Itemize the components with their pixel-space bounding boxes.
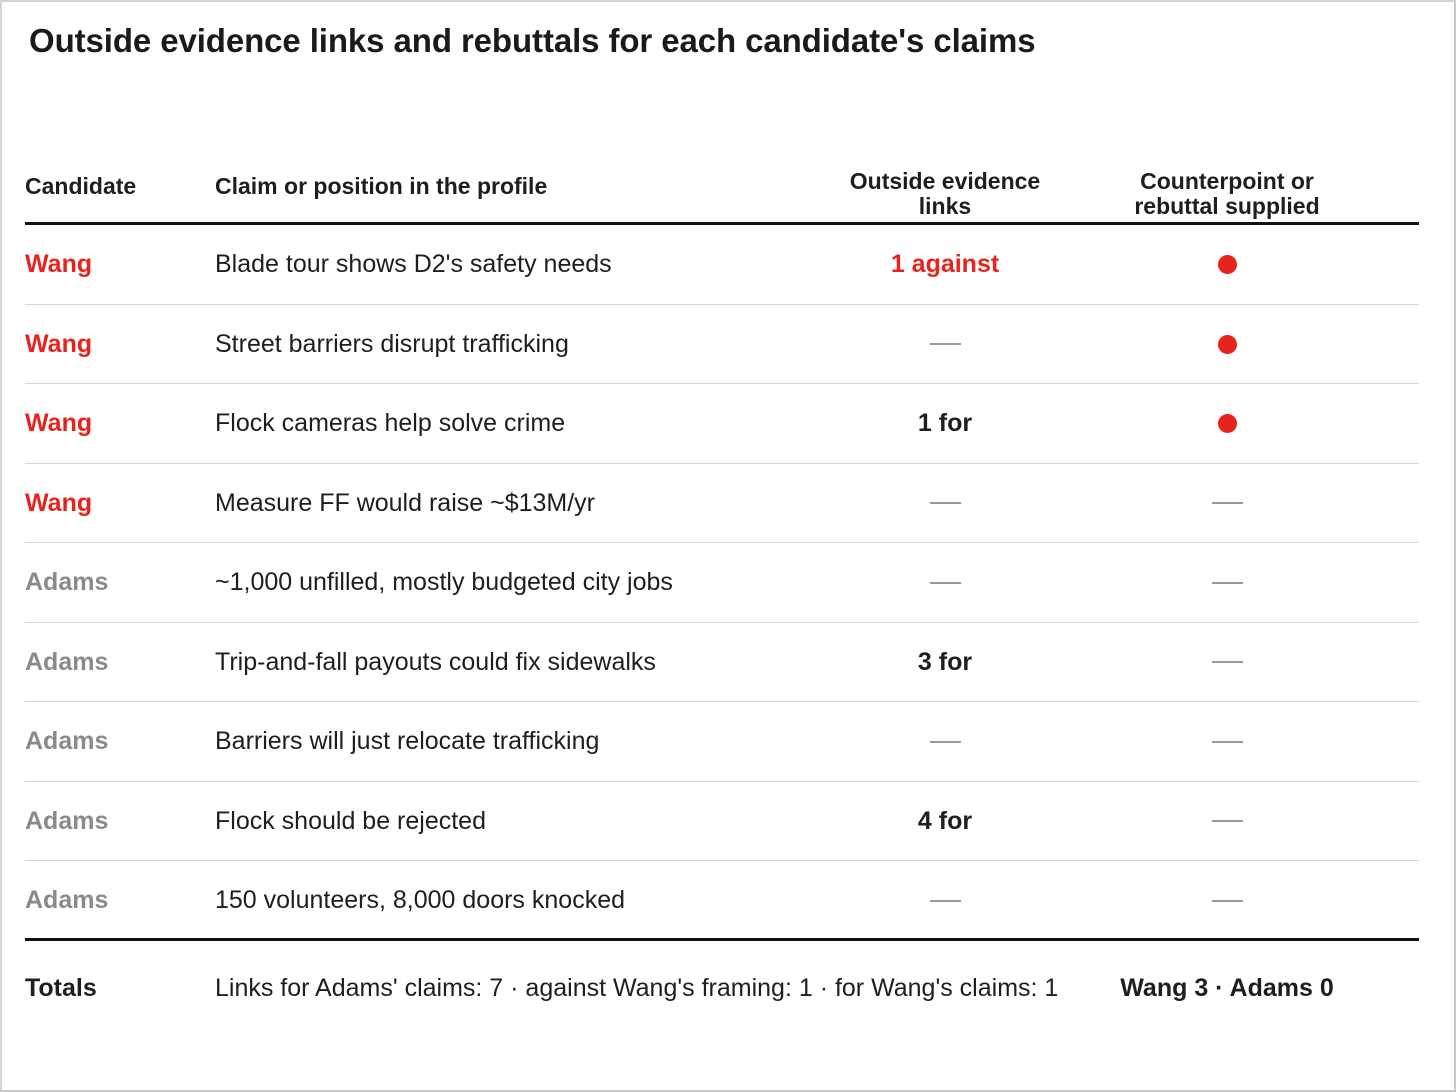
table-row: Wang Street barriers disrupt trafficking xyxy=(25,305,1419,385)
evidence-cell-empty xyxy=(835,861,1055,941)
claim-cell: Blade tour shows D2's safety needs xyxy=(215,250,612,279)
rebuttal-cell xyxy=(1117,543,1337,623)
evidence-cell-empty xyxy=(835,543,1055,623)
totals-divider xyxy=(25,938,1419,941)
evidence-cell-empty xyxy=(835,464,1055,544)
empty-dash xyxy=(929,502,961,505)
candidate-cell: Adams xyxy=(25,806,109,835)
rebuttal-dot xyxy=(1217,414,1237,434)
candidate-cell: Adams xyxy=(25,727,109,756)
evidence-cell-empty xyxy=(835,702,1055,782)
table-row: Wang Measure FF would raise ~$13M/yr xyxy=(25,464,1419,544)
candidate-cell: Adams xyxy=(25,568,109,597)
claim-cell: 150 volunteers, 8,000 doors knocked xyxy=(215,886,625,915)
empty-dash xyxy=(929,899,961,902)
rebuttal-cell xyxy=(1117,702,1337,782)
candidate-cell: Adams xyxy=(25,647,109,676)
table-row: Adams ~1,000 unfilled, mostly budgeted ci… xyxy=(25,543,1419,623)
claim-cell: Measure FF would raise ~$13M/yr xyxy=(215,488,596,517)
empty-dash xyxy=(1211,502,1243,505)
candidate-cell: Adams xyxy=(25,886,109,915)
rebuttal-cell xyxy=(1117,225,1337,305)
chart-title: Outside evidence links and rebuttals for… xyxy=(29,22,1036,59)
table-row: Adams Trip-and-fall payouts could fix sid… xyxy=(25,623,1419,703)
candidate-cell: Wang xyxy=(25,329,93,358)
empty-dash xyxy=(1211,581,1243,584)
totals-label: Totals xyxy=(25,974,97,1002)
totals-rebuttal-summary: Wang 3 · Adams 0 xyxy=(1120,974,1334,1002)
claim-cell: ~1,000 unfilled, mostly budgeted city jo… xyxy=(215,568,673,597)
candidate-cell: Wang xyxy=(25,409,93,438)
empty-dash xyxy=(1211,820,1243,823)
rebuttal-cell xyxy=(1117,861,1337,941)
table-row: Wang Flock cameras help solve crime 1 for xyxy=(25,384,1419,464)
column-header-claim: Claim or position in the profile xyxy=(215,173,548,199)
evidence-cell: 3 for xyxy=(917,647,973,676)
totals-row: Totals Links for Adams' claims: 7 · agai… xyxy=(25,970,1419,1010)
rebuttal-dot xyxy=(1217,334,1237,354)
rebuttal-dot xyxy=(1217,255,1237,275)
evidence-cell: 4 for xyxy=(917,806,973,835)
evidence-table: Candidate Claim or position in the profi… xyxy=(25,160,1419,941)
totals-links-summary: Links for Adams' claims: 7 · against Wan… xyxy=(215,974,1059,1002)
empty-dash xyxy=(1211,899,1243,902)
rebuttal-cell xyxy=(1117,384,1337,464)
claim-cell: Barriers will just relocate trafficking xyxy=(215,727,600,756)
table-row: Adams 150 volunteers, 8,000 doors knocked xyxy=(25,861,1419,941)
claim-cell: Trip-and-fall payouts could fix sidewalk… xyxy=(215,647,656,676)
column-header-evidence: Outside evidence links xyxy=(849,168,1041,219)
table-row: Adams Barriers will just relocate traffic… xyxy=(25,702,1419,782)
empty-dash xyxy=(929,581,961,584)
column-header-rebuttal: Counterpoint or rebuttal supplied xyxy=(1134,168,1320,219)
table-header: Candidate Claim or position in the profi… xyxy=(25,160,1419,225)
rebuttal-cell xyxy=(1117,623,1337,703)
candidate-cell: Wang xyxy=(25,488,93,517)
rebuttal-cell xyxy=(1117,782,1337,862)
evidence-cell: 1 against xyxy=(890,250,1000,279)
empty-dash xyxy=(929,740,961,743)
column-header-candidate: Candidate xyxy=(25,173,137,199)
evidence-cell: 1 for xyxy=(917,409,973,438)
empty-dash xyxy=(929,343,961,346)
empty-dash xyxy=(1211,740,1243,743)
evidence-cell-empty xyxy=(835,305,1055,385)
rebuttal-cell xyxy=(1117,464,1337,544)
claim-cell: Flock should be rejected xyxy=(215,806,486,835)
rebuttal-cell xyxy=(1117,305,1337,385)
table-row: Wang Blade tour shows D2's safety needs 1 … xyxy=(25,225,1419,305)
claim-cell: Flock cameras help solve crime xyxy=(215,409,566,438)
claim-cell: Street barriers disrupt trafficking xyxy=(215,329,569,358)
table-body: Wang Blade tour shows D2's safety needs 1 … xyxy=(25,225,1419,941)
candidate-cell: Wang xyxy=(25,250,93,279)
table-row: Adams Flock should be rejected 4 for xyxy=(25,782,1419,862)
empty-dash xyxy=(1211,661,1243,664)
